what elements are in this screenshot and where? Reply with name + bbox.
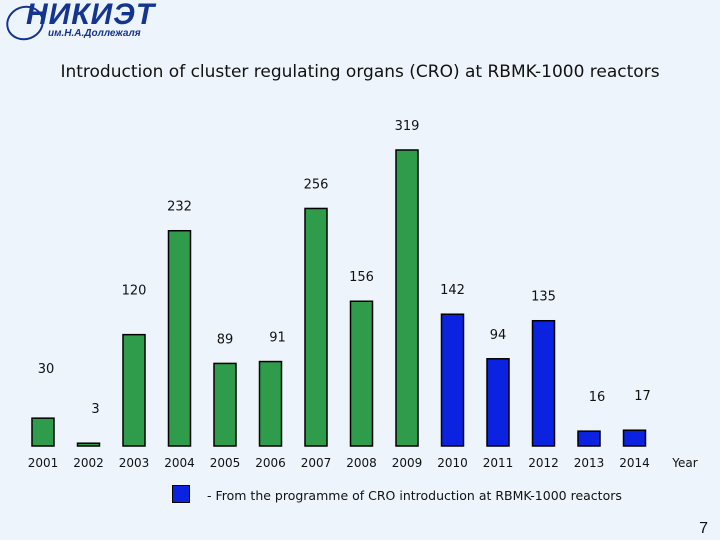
data-label-2012: 135	[531, 290, 556, 305]
data-label-2006: 91	[269, 331, 286, 346]
bar-2005	[213, 362, 237, 447]
page-number: 7	[699, 520, 708, 537]
x-tick-2002: 2002	[73, 456, 104, 470]
x-tick-2007: 2007	[301, 456, 332, 470]
bar-2014	[622, 429, 647, 447]
x-axis-label: Year	[671, 456, 697, 470]
data-label-2002: 3	[91, 402, 99, 417]
bar-2011	[486, 358, 510, 447]
data-label-2001: 30	[38, 362, 55, 377]
nikiet-logo: НИКИЭТ им.Н.А.Доллежаля	[1, 0, 164, 46]
legend-swatch-planned	[172, 485, 190, 503]
bar-2003	[122, 333, 146, 447]
bar-2004	[167, 229, 192, 447]
data-label-2010: 142	[440, 283, 465, 298]
x-tick-2011: 2011	[483, 456, 514, 470]
x-tick-2003: 2003	[119, 456, 150, 470]
x-tick-2008: 2008	[346, 456, 377, 470]
bar-2013	[577, 430, 601, 447]
bar-2007	[304, 207, 328, 447]
data-label-2007: 256	[304, 177, 329, 192]
x-tick-2012: 2012	[528, 456, 559, 470]
x-tick-2009: 2009	[392, 456, 423, 470]
chart-title: Introduction of cluster regulating organ…	[60, 62, 660, 82]
x-tick-2013: 2013	[574, 456, 605, 470]
bar-2010	[440, 313, 465, 447]
data-label-2005: 89	[217, 332, 234, 347]
x-tick-2001: 2001	[28, 456, 59, 470]
x-tick-2004: 2004	[164, 456, 195, 470]
bar-2001	[31, 417, 55, 447]
data-label-2011: 94	[490, 328, 507, 343]
data-label-2009: 319	[395, 119, 420, 134]
data-label-2013: 16	[589, 390, 606, 405]
logo-text: НИКИЭТ	[26, 0, 156, 31]
bar-2008	[349, 300, 374, 447]
bar-2006	[258, 360, 283, 447]
x-tick-2005: 2005	[210, 456, 241, 470]
x-tick-2006: 2006	[255, 456, 286, 470]
data-label-2004: 232	[167, 200, 192, 215]
data-label-2008: 156	[349, 270, 374, 285]
logo-subtitle: им.Н.А.Доллежаля	[48, 28, 141, 39]
x-tick-2010: 2010	[437, 456, 468, 470]
x-tick-2014: 2014	[619, 456, 650, 470]
bar-2012	[531, 319, 556, 447]
data-label-2014: 17	[634, 389, 651, 404]
data-label-2003: 120	[122, 284, 147, 299]
bar-2009	[395, 149, 419, 447]
legend-label: - From the programme of CRO introduction…	[207, 488, 622, 503]
bar-2002	[76, 442, 101, 447]
